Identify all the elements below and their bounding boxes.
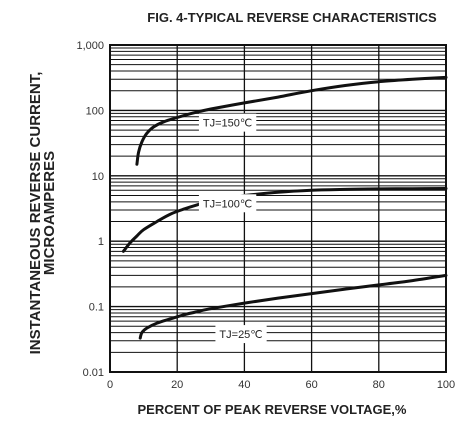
y-tick-label: 1,000 bbox=[76, 40, 104, 52]
y-axis-label-line-2: MICROAMPERES bbox=[41, 151, 58, 275]
curve-label-3: TJ=25℃ bbox=[215, 325, 267, 344]
x-tick-label: 0 bbox=[107, 379, 113, 391]
x-tick-label: 20 bbox=[171, 379, 183, 391]
tick-labels: 0 20 40 60 80 100 0.01 0.1 1 10 100 1,000 bbox=[76, 40, 455, 391]
x-tick-label: 80 bbox=[373, 379, 385, 391]
curve-series-3 bbox=[138, 273, 448, 340]
y-tick-label: 10 bbox=[92, 171, 104, 183]
y-axis-label: INSTANTANEOUS REVERSE CURRENT, MICROAMPE… bbox=[27, 72, 58, 355]
y-tick-label: 0.1 bbox=[89, 302, 104, 314]
curve-labels: TJ=150℃ TJ=100℃ TJ=25℃ bbox=[198, 113, 267, 344]
curve-label-background bbox=[198, 113, 257, 132]
curve-label-text: TJ=25℃ bbox=[219, 329, 262, 341]
curve-label-2: TJ=100℃ bbox=[198, 194, 257, 213]
curve-label-text: TJ=150℃ bbox=[203, 118, 252, 130]
curve-label-background bbox=[198, 194, 257, 213]
y-tick-label: 0.01 bbox=[83, 367, 104, 379]
plot-frame bbox=[109, 44, 447, 373]
curve-label-1: TJ=150℃ bbox=[198, 113, 257, 132]
x-tick-label: 40 bbox=[238, 379, 250, 391]
y-axis-label-line-1: INSTANTANEOUS REVERSE CURRENT, bbox=[27, 72, 44, 355]
curve-label-text: TJ=100℃ bbox=[203, 198, 252, 210]
curve-series-1 bbox=[135, 75, 448, 166]
x-tick-label: 60 bbox=[305, 379, 317, 391]
x-tick-label: 100 bbox=[437, 379, 455, 391]
y-tick-label: 1 bbox=[98, 236, 104, 248]
x-axis-label: PERCENT OF PEAK REVERSE VOLTAGE,% bbox=[138, 402, 407, 417]
y-tick-label: 100 bbox=[86, 105, 104, 117]
curve-label-background bbox=[215, 325, 267, 344]
chart-title: FIG. 4-TYPICAL REVERSE CHARACTERISTICS bbox=[147, 10, 437, 25]
